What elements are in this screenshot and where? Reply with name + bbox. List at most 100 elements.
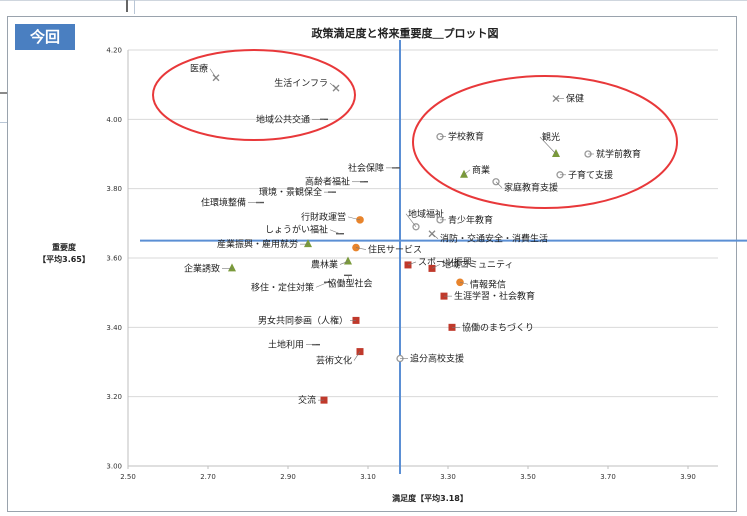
point-leader-line — [405, 213, 417, 227]
point-label: 産業振興・雇用就労 — [217, 238, 298, 250]
point-label: 行財政運営 — [301, 211, 346, 223]
point-label: 土地利用 — [268, 339, 304, 351]
point-marker-triangle — [552, 149, 560, 157]
highlight-ellipses — [152, 49, 678, 209]
point-label: 交流 — [298, 394, 316, 406]
point-label: 協働のまちづくり — [462, 321, 534, 333]
point-leader-line — [407, 261, 417, 266]
point-label: 青少年教育 — [448, 214, 493, 226]
point-leader-line — [329, 229, 341, 235]
point-label: 環境・景観保全 — [259, 186, 322, 198]
x-tick-label: 3.10 — [360, 473, 376, 481]
y-tick-label: 3.60 — [106, 255, 122, 263]
point-group: 住民サービス — [352, 244, 422, 256]
point-group: 芸術文化 — [316, 348, 364, 367]
ellipse-top-left — [152, 49, 356, 141]
mean-lines — [140, 40, 747, 474]
point-label: 医療 — [190, 63, 208, 75]
y-tick-label: 3.40 — [106, 324, 122, 332]
point-group: 医療 — [190, 63, 220, 82]
point-label: 移住・定住対策 — [251, 281, 314, 293]
y-tick-label: 4.00 — [106, 116, 122, 124]
point-group: 情報発信 — [456, 278, 506, 290]
point-group: 青少年教育 — [436, 214, 493, 226]
point-group: 環境・景観保全 — [259, 186, 336, 198]
point-marker-triangle — [460, 169, 468, 178]
point-group: 地域公共交通 — [256, 113, 328, 125]
chart-frame — [7, 16, 737, 512]
gridlines — [127, 49, 718, 469]
x-tick-label: 3.30 — [440, 473, 456, 481]
point-leader-line — [539, 136, 557, 155]
y-tick-labels: 3.00 3.20 3.40 3.60 3.80 4.00 4.20 — [106, 47, 122, 471]
point-group: 商業 — [460, 164, 490, 178]
point-group: 子育て支援 — [556, 169, 613, 181]
point-label: 消防・交通安全・消費生活 — [440, 233, 548, 245]
point-group: 家庭教育支援 — [492, 178, 558, 194]
y-tick-label: 4.20 — [106, 47, 122, 55]
point-label: 男女共同参画（人権） — [258, 314, 348, 326]
point-leader-line — [459, 281, 469, 285]
point-label: 追分高校支援 — [410, 353, 464, 365]
point-label: 情報発信 — [470, 278, 506, 290]
document-column-rule — [134, 0, 135, 14]
point-group: 農林業 — [311, 256, 352, 270]
point-group: 観光 — [539, 131, 560, 157]
point-label: 生涯学習・社会教育 — [454, 290, 535, 302]
x-tick-label: 2.90 — [280, 473, 296, 481]
point-leader-line — [463, 169, 471, 176]
point-leader-line — [315, 281, 329, 288]
point-label: 家庭教育支援 — [504, 182, 558, 194]
x-tick-label: 3.70 — [600, 473, 616, 481]
point-group: しょうがい福祉 — [265, 224, 344, 236]
point-leader-line — [347, 275, 351, 284]
y-axis-title-line2: 【平均3.65】 — [38, 254, 90, 264]
point-label: 地域福祉 — [408, 208, 444, 220]
point-leader-line — [209, 68, 217, 78]
point-label: 就学前教育 — [596, 148, 641, 160]
point-label: 観光 — [542, 131, 560, 143]
point-label: しょうがい福祉 — [265, 224, 328, 236]
point-group: 企業誘致 — [184, 262, 236, 274]
point-label: 商業 — [472, 164, 490, 176]
point-leader-line — [355, 247, 367, 250]
point-group: 男女共同参画（人権） — [258, 314, 360, 326]
point-group: 協働のまちづくり — [448, 321, 534, 333]
point-label: 芸術文化 — [316, 355, 352, 367]
point-label: 社会保障 — [348, 162, 384, 174]
x-axis-title: 満足度【平均3.18】 — [392, 493, 468, 503]
point-group: 追分高校支援 — [396, 353, 464, 365]
point-group: 生涯学習・社会教育 — [440, 290, 535, 302]
point-group: 協働型社会 — [327, 274, 373, 289]
y-axis-title-line1: 重要度 — [52, 242, 77, 252]
point-label: 農林業 — [311, 258, 338, 270]
point-label: 住民サービス — [368, 244, 422, 256]
x-tick-label: 2.50 — [120, 473, 136, 481]
point-label: 高齢者福祉 — [305, 176, 350, 188]
point-label: 子育て支援 — [568, 169, 613, 181]
point-group: 消防・交通安全・消費生活 — [428, 230, 548, 245]
document-top-rule — [0, 0, 747, 1]
x-tick-label: 3.50 — [520, 473, 536, 481]
point-label: 住環境整備 — [201, 197, 246, 209]
y-tick-label: 3.20 — [106, 393, 122, 401]
point-label: 保健 — [566, 93, 584, 105]
x-tick-label: 3.90 — [680, 473, 696, 481]
ellipse-top-right — [412, 75, 678, 209]
point-group: 高齢者福祉 — [305, 176, 368, 188]
point-group: 移住・定住対策 — [251, 281, 332, 293]
point-group: 地域コミュニティ — [428, 258, 513, 272]
point-label: 生活インフラ — [274, 77, 328, 89]
y-tick-label: 3.80 — [106, 185, 122, 193]
document-tick-mark — [126, 0, 128, 12]
point-label: 学校教育 — [448, 131, 484, 143]
point-group: 学校教育 — [436, 131, 484, 143]
point-label: 協働型社会 — [327, 277, 372, 289]
point-leader-line — [431, 264, 441, 269]
x-tick-labels: 2.50 2.70 2.90 3.10 3.30 3.50 3.70 3.90 — [120, 473, 696, 481]
point-marker-triangle — [304, 239, 312, 248]
current-badge: 今回 — [15, 24, 75, 50]
